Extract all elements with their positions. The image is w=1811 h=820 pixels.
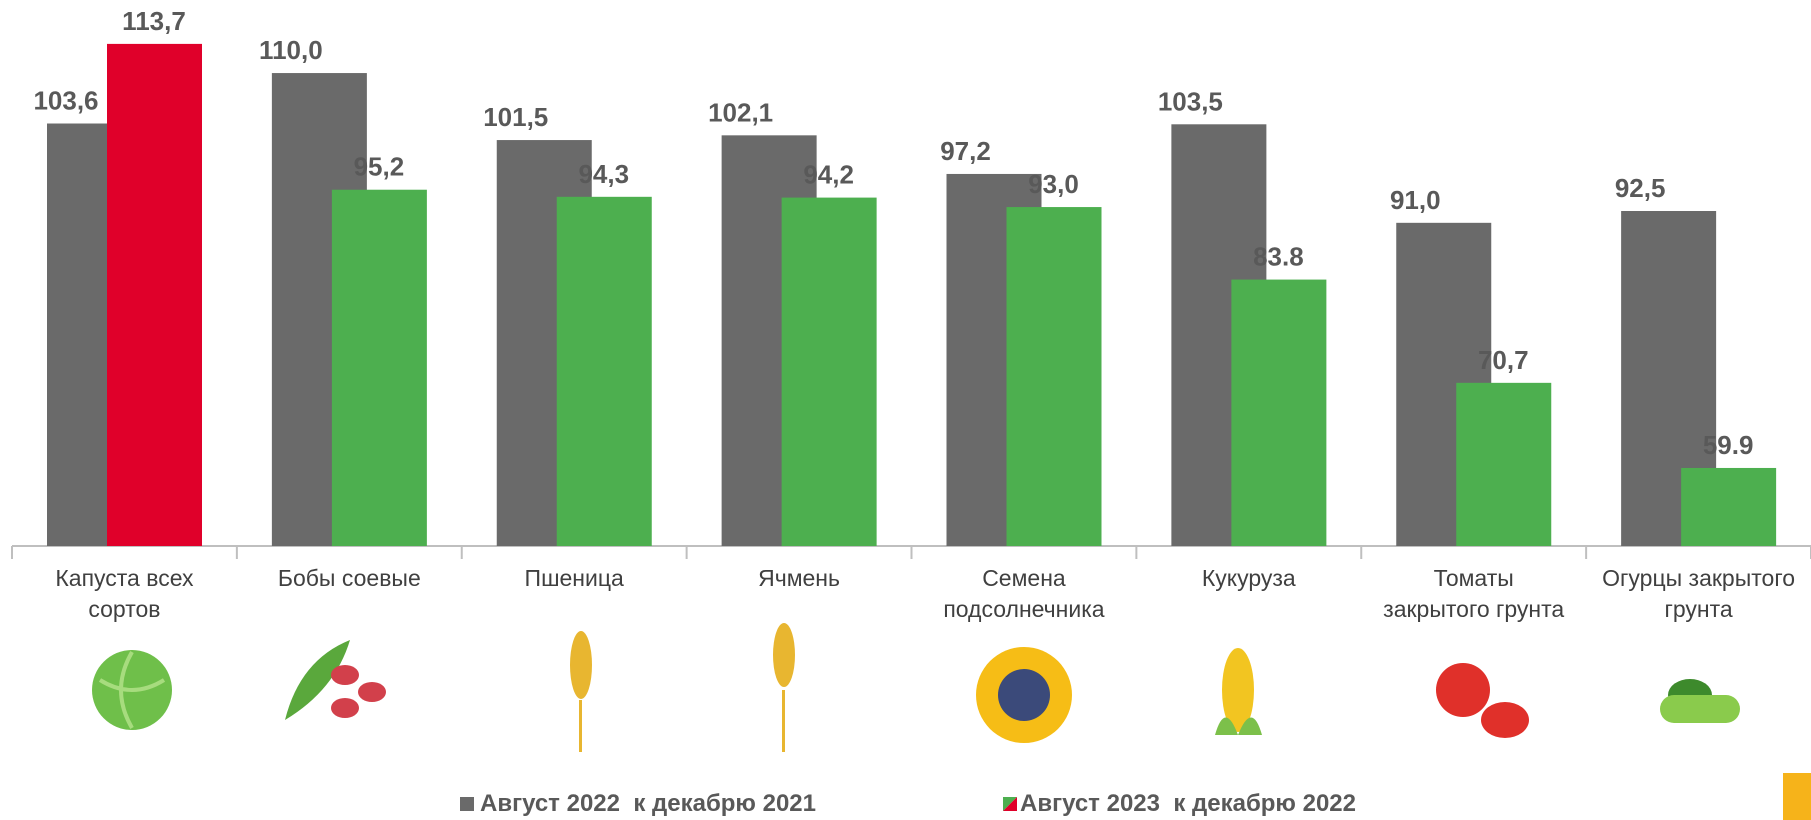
barley-icon bbox=[773, 623, 795, 752]
chart: 103,6 110,0 101,5 102,1 97,2 103,5 91,0 92,5 113… bbox=[0, 0, 1811, 820]
value-label: 94,2 bbox=[803, 160, 854, 190]
x-tick-label: Семена подсолнечника bbox=[911, 563, 1136, 625]
legend-label: Август 2023 к декабрю 2022 bbox=[1020, 790, 1356, 818]
bar bbox=[557, 197, 652, 546]
legend-swatch bbox=[1003, 797, 1017, 811]
value-label: 92,5 bbox=[1615, 173, 1666, 203]
x-tick-label: Бобы соевые bbox=[237, 563, 462, 594]
value-label: 93,0 bbox=[1028, 169, 1079, 199]
bar bbox=[1231, 280, 1326, 546]
x-tick-label: Томаты закрытого грунта bbox=[1361, 563, 1586, 625]
bar bbox=[332, 190, 427, 546]
icons bbox=[92, 623, 1740, 752]
value-label: 103,5 bbox=[1158, 86, 1223, 116]
sunflower-icon bbox=[976, 647, 1072, 743]
bar bbox=[1007, 207, 1102, 546]
value-label: 102,1 bbox=[708, 97, 773, 127]
x-tick-label: Капуста всех сортов bbox=[12, 563, 237, 625]
value-label: 97,2 bbox=[940, 136, 991, 166]
wheat-icon bbox=[570, 631, 592, 752]
x-tick-label: Огурцы закрытого грунта bbox=[1586, 563, 1811, 625]
x-tick-label: Кукуруза bbox=[1136, 563, 1361, 594]
value-label: 59.9 bbox=[1703, 430, 1754, 460]
legend-label: Август 2022 к декабрю 2021 bbox=[480, 790, 816, 818]
tomato-icon bbox=[1436, 663, 1529, 738]
bar bbox=[1681, 468, 1776, 546]
value-label: 83.8 bbox=[1253, 242, 1304, 272]
corn-icon bbox=[1215, 648, 1262, 735]
page: 103,6 110,0 101,5 102,1 97,2 103,5 91,0 92,5 113… bbox=[0, 0, 1811, 820]
value-label: 110,0 bbox=[259, 35, 323, 65]
value-label: 95,2 bbox=[354, 152, 405, 182]
value-label: 113,7 bbox=[122, 6, 186, 36]
value-label: 94,3 bbox=[578, 159, 629, 189]
x-tick-label: Ячмень bbox=[687, 563, 912, 594]
bar bbox=[107, 44, 202, 546]
value-label: 101,5 bbox=[483, 102, 548, 132]
corner-mark bbox=[1783, 773, 1811, 820]
legend-swatch bbox=[460, 797, 474, 811]
bar bbox=[1456, 383, 1551, 546]
value-label: 91,0 bbox=[1390, 185, 1441, 215]
value-label: 70,7 bbox=[1478, 345, 1529, 375]
cucumber-icon bbox=[1660, 679, 1740, 723]
value-label: 103,6 bbox=[33, 86, 98, 116]
x-tick-label: Пшеница bbox=[462, 563, 687, 594]
bar bbox=[782, 198, 877, 546]
